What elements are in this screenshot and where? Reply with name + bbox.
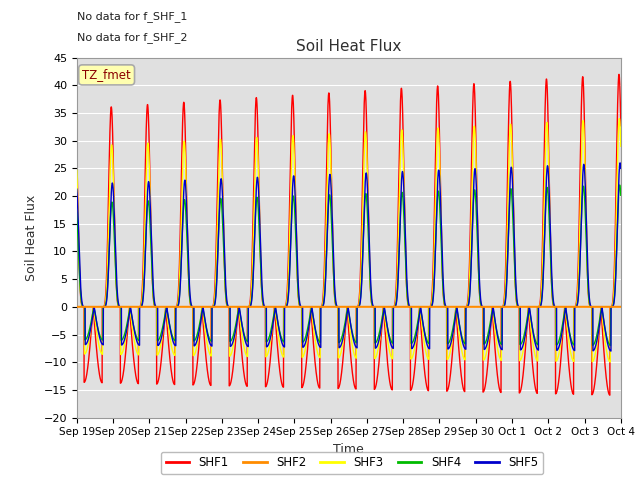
- SHF5: [617, 166, 625, 171]
- SHF3: [606, 359, 614, 365]
- SHF4: [616, 185, 624, 191]
- Text: No data for f_SHF_1: No data for f_SHF_1: [77, 11, 187, 22]
- SHF4: [328, 243, 336, 249]
- SHF1: [440, 302, 448, 308]
- SHF2: [440, 304, 448, 310]
- Line: SHF4: SHF4: [77, 185, 621, 346]
- SHF4: [440, 300, 448, 306]
- SHF4: [471, 187, 479, 193]
- SHF3: [171, 352, 179, 358]
- SHF1: [616, 100, 624, 106]
- SHF4: [616, 182, 623, 188]
- SHF2: [502, 304, 509, 310]
- SHF4: [502, 296, 509, 302]
- SHF3: [502, 286, 509, 291]
- SHF5: [616, 160, 624, 166]
- Line: SHF1: SHF1: [77, 74, 621, 395]
- SHF1: [502, 272, 509, 277]
- SHF2: [616, 304, 624, 310]
- X-axis label: Time: Time: [333, 443, 364, 456]
- SHF1: [617, 123, 625, 129]
- SHF1: [171, 382, 179, 387]
- SHF3: [471, 124, 479, 130]
- SHF5: [73, 186, 81, 192]
- Line: SHF3: SHF3: [77, 119, 621, 362]
- SHF5: [607, 348, 615, 354]
- SHF2: [73, 304, 81, 310]
- SHF3: [73, 168, 81, 173]
- SHF4: [607, 343, 614, 348]
- Line: SHF5: SHF5: [77, 163, 621, 351]
- SHF1: [615, 72, 623, 77]
- SHF4: [171, 337, 179, 343]
- SHF3: [616, 128, 624, 134]
- Text: No data for f_SHF_2: No data for f_SHF_2: [77, 33, 188, 43]
- SHF1: [606, 392, 614, 398]
- SHF5: [171, 342, 179, 348]
- SHF3: [440, 301, 448, 307]
- SHF2: [617, 304, 625, 310]
- Text: TZ_fmet: TZ_fmet: [82, 68, 131, 82]
- SHF1: [471, 88, 479, 94]
- SHF2: [171, 304, 179, 310]
- SHF5: [502, 298, 509, 304]
- SHF5: [328, 220, 336, 226]
- SHF5: [471, 168, 479, 174]
- SHF3: [617, 144, 625, 149]
- SHF2: [471, 304, 479, 310]
- Legend: SHF1, SHF2, SHF3, SHF4, SHF5: SHF1, SHF2, SHF3, SHF4, SHF5: [161, 452, 543, 474]
- SHF3: [328, 225, 336, 230]
- SHF1: [328, 224, 336, 230]
- Y-axis label: Soil Heat Flux: Soil Heat Flux: [25, 194, 38, 281]
- SHF5: [616, 160, 624, 166]
- SHF4: [73, 209, 81, 215]
- SHF4: [617, 192, 625, 198]
- SHF2: [328, 304, 336, 310]
- SHF5: [440, 297, 448, 303]
- Title: Soil Heat Flux: Soil Heat Flux: [296, 39, 401, 54]
- SHF3: [616, 116, 623, 121]
- SHF1: [73, 150, 81, 156]
